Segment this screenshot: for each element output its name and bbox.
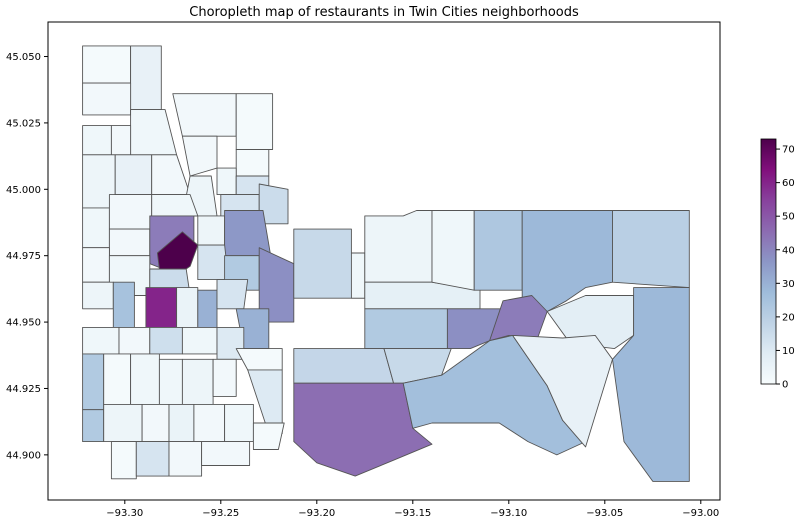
neighborhood-region xyxy=(151,194,199,217)
neighborhood-region xyxy=(172,93,237,137)
neighborhood-region xyxy=(110,125,132,156)
plot-frame xyxy=(47,21,721,501)
neighborhood-region xyxy=(135,441,170,477)
y-tick-label: 44.925 xyxy=(6,384,41,395)
neighborhood-region xyxy=(235,149,270,177)
y-tick-label: 45.000 xyxy=(6,185,41,196)
neighborhood-region xyxy=(216,167,237,196)
neighborhood-region xyxy=(197,289,218,328)
colorbar-ticks: 0 10 20 30 40 50 60 70 xyxy=(776,145,795,391)
colorbar: 0 10 20 30 40 50 60 70 xyxy=(760,138,795,391)
neighborhood-region xyxy=(252,422,285,450)
neighborhood-region xyxy=(201,441,251,466)
colorbar-tick-label: 20 xyxy=(782,312,795,323)
neighborhood-region xyxy=(141,403,170,443)
neighborhood-region xyxy=(130,109,178,156)
colorbar-tick-label: 10 xyxy=(782,346,795,357)
colorbar-tick-label: 30 xyxy=(782,279,795,290)
neighborhood-region xyxy=(431,210,475,291)
neighborhood-region xyxy=(216,279,249,310)
y-tick-label: 45.025 xyxy=(6,118,41,129)
neighborhood-region xyxy=(158,358,183,405)
neighborhood-region xyxy=(151,154,191,196)
neighborhood-region xyxy=(149,326,183,355)
neighborhood-region xyxy=(82,82,132,116)
neighborhood-region xyxy=(176,287,199,328)
neighborhood-region xyxy=(82,247,110,283)
neighborhood-region xyxy=(181,135,218,177)
neighborhood-region xyxy=(224,210,272,257)
neighborhood-region xyxy=(118,326,151,355)
chart-title: Choropleth map of restaurants in Twin Ci… xyxy=(189,5,579,20)
colorbar-tick-label: 50 xyxy=(782,212,795,223)
neighborhood-region xyxy=(130,45,162,111)
colorbar-gradient xyxy=(760,138,777,385)
neighborhood-region xyxy=(103,353,132,405)
neighborhood-region xyxy=(82,281,114,310)
y-axis: 44.900 44.925 44.950 44.975 45.000 45.025 45.0… xyxy=(6,52,48,461)
neighborhood-region xyxy=(82,125,112,156)
neighborhood-regions xyxy=(82,45,690,482)
neighborhood-region xyxy=(181,326,218,355)
y-tick-label: 45.050 xyxy=(6,52,41,63)
neighborhood-region xyxy=(181,358,214,405)
y-tick-label: 44.975 xyxy=(6,251,41,262)
neighborhood-region xyxy=(489,295,548,342)
neighborhood-region xyxy=(293,348,395,384)
neighborhood-region xyxy=(168,441,203,477)
neighborhood-region xyxy=(512,334,613,448)
x-axis: −93.30 −93.25 −93.20 −93.15 −93.10 −93.05 −93.… xyxy=(106,500,719,519)
neighborhood-region xyxy=(82,353,105,411)
x-tick-label: −93.15 xyxy=(394,508,431,519)
colorbar-tick-label: 40 xyxy=(782,245,795,256)
neighborhood-region xyxy=(235,348,283,371)
neighborhood-region xyxy=(193,403,226,443)
neighborhood-region xyxy=(82,45,132,84)
neighborhood-region xyxy=(258,247,295,323)
x-tick-label: −93.05 xyxy=(586,508,623,519)
neighborhood-region xyxy=(612,287,690,482)
neighborhood-region xyxy=(197,215,226,246)
neighborhood-region xyxy=(224,403,254,443)
neighborhood-region xyxy=(112,281,135,328)
neighborhood-region xyxy=(612,210,690,289)
neighborhood-region xyxy=(108,228,151,257)
neighborhood-region xyxy=(130,353,160,405)
neighborhood-region xyxy=(145,287,178,328)
y-tick-label: 44.900 xyxy=(6,450,41,461)
x-tick-label: −93.25 xyxy=(202,508,239,519)
neighborhood-region xyxy=(364,281,481,310)
x-tick-label: −93.30 xyxy=(106,508,143,519)
neighborhood-region xyxy=(212,358,237,397)
neighborhood-region xyxy=(197,244,229,281)
colorbar-tick-label: 60 xyxy=(782,178,795,189)
neighborhood-region xyxy=(235,93,274,150)
neighborhood-region xyxy=(350,252,366,299)
colorbar-tick-label: 0 xyxy=(782,380,788,391)
colorbar-tick-label: 70 xyxy=(782,145,795,156)
x-tick-label: −93.00 xyxy=(682,508,719,519)
neighborhood-region xyxy=(82,207,110,249)
neighborhood-region xyxy=(473,210,523,291)
neighborhood-region xyxy=(108,194,153,230)
neighborhood-region xyxy=(82,326,120,355)
neighborhood-region xyxy=(364,308,448,350)
x-tick-label: −93.10 xyxy=(490,508,527,519)
neighborhood-region xyxy=(110,441,137,480)
neighborhood-region xyxy=(168,403,195,443)
y-tick-label: 44.950 xyxy=(6,318,41,329)
neighborhood-region xyxy=(364,210,433,283)
x-tick-label: −93.20 xyxy=(298,508,335,519)
neighborhood-region xyxy=(103,403,143,443)
neighborhood-region xyxy=(114,154,153,196)
neighborhood-region xyxy=(82,409,105,443)
